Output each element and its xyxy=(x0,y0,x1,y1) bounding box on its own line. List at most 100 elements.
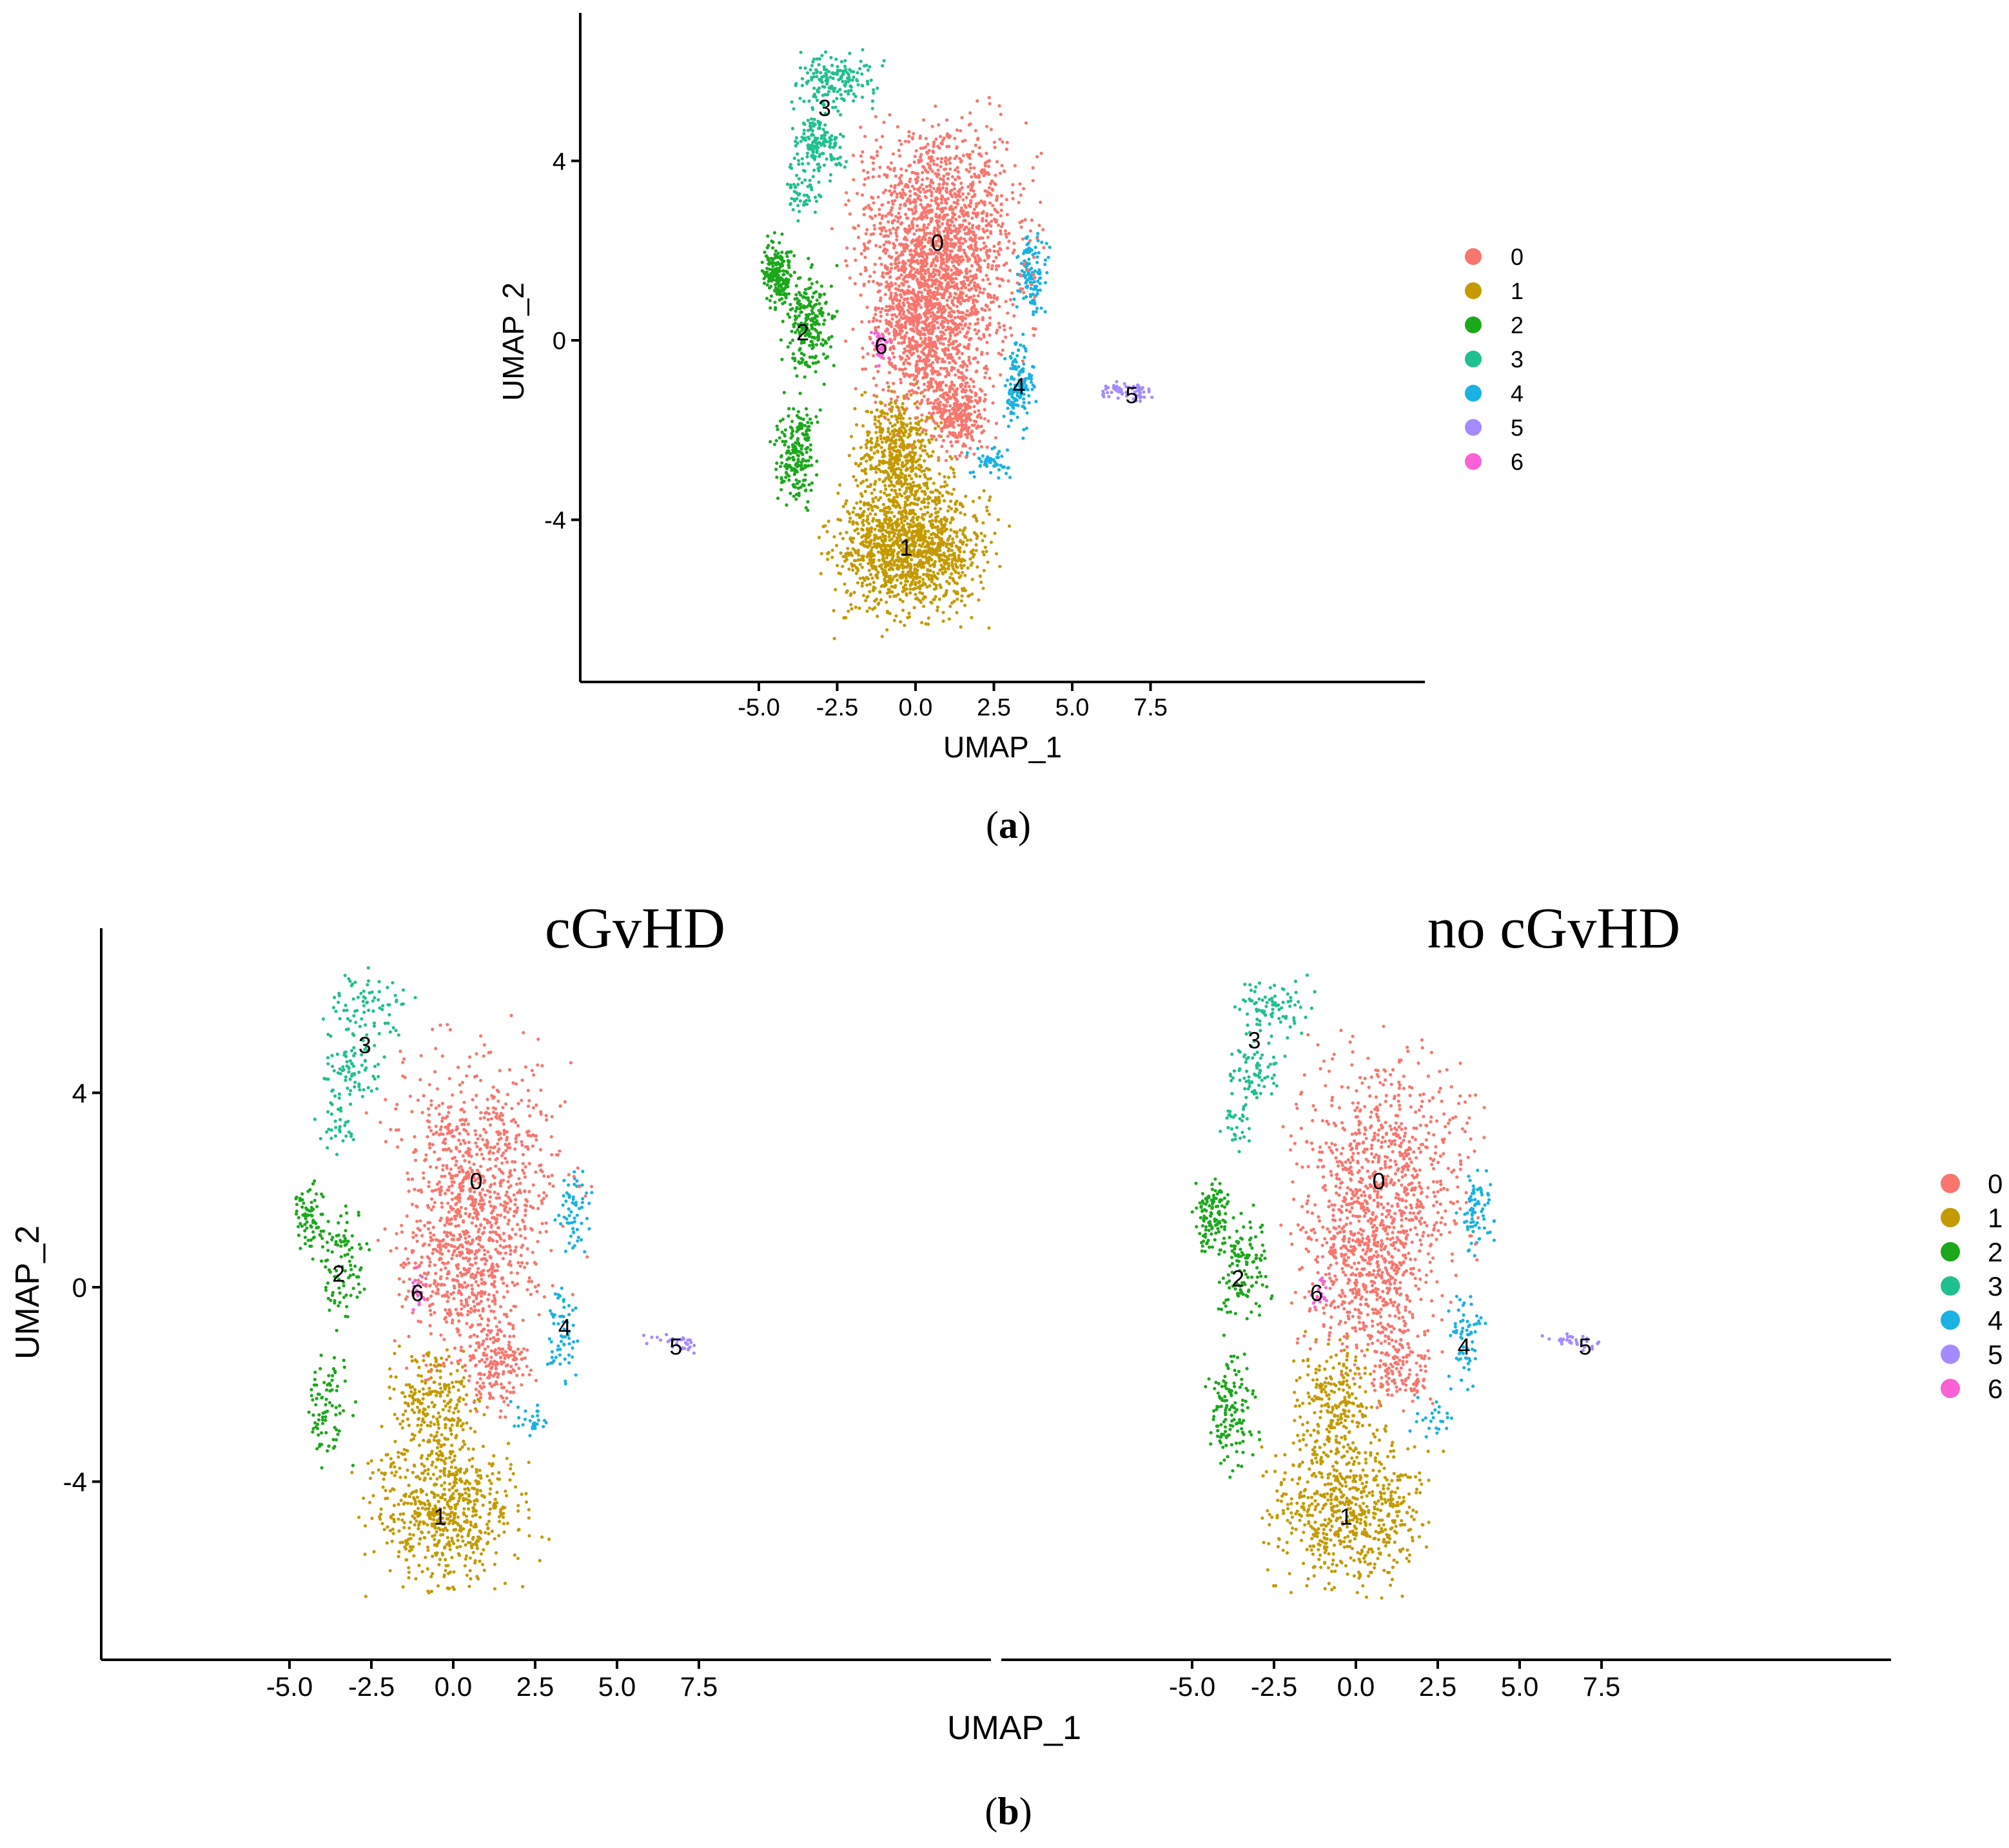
cluster-label-5: 5 xyxy=(669,1333,682,1359)
cluster-label-2: 2 xyxy=(1231,1265,1244,1292)
panel-a-caption-letter: a xyxy=(999,804,1018,846)
cluster-1-points xyxy=(1260,1330,1446,1600)
legend-swatch-1 xyxy=(1465,282,1482,299)
cluster-label-6: 6 xyxy=(411,1280,424,1307)
cluster-4-points xyxy=(509,1169,594,1437)
panel-b-cgvhd-title: cGvHD xyxy=(545,897,725,960)
legend-swatch-3 xyxy=(1941,1276,1960,1296)
panel-b-cgvhd-x-ticks: -5.0 -2.5 0.0 2.5 5.0 7.5 xyxy=(266,1660,718,1702)
panel-a-y-axis-title: UMAP_2 xyxy=(496,282,530,401)
cluster-2-points xyxy=(294,1179,371,1470)
legend-label-2: 2 xyxy=(1511,312,1524,338)
legend-swatch-0 xyxy=(1941,1174,1960,1193)
legend-swatch-5 xyxy=(1465,419,1482,436)
legend-swatch-0 xyxy=(1465,248,1482,265)
cluster-label-0: 0 xyxy=(470,1168,483,1194)
cluster-1-point-cloud xyxy=(817,382,1012,641)
cluster-1-points xyxy=(350,1344,551,1599)
x-tick-label: -5.0 xyxy=(266,1671,313,1702)
cluster-2-point-cloud xyxy=(294,1179,371,1470)
legend-label-4: 4 xyxy=(1511,380,1524,407)
panel-b-no-cgvhd-points xyxy=(1190,973,1601,1600)
x-tick-label: 7.5 xyxy=(680,1671,718,1702)
cluster-label-2: 2 xyxy=(332,1260,345,1287)
cluster-label-1: 1 xyxy=(434,1503,447,1530)
panel-b-x-axis-title: UMAP_1 xyxy=(947,1709,1081,1747)
cluster-4-point-cloud xyxy=(965,231,1052,480)
panel-b-caption-letter: b xyxy=(997,1790,1019,1833)
cluster-5-point-cloud xyxy=(642,1332,696,1355)
legend-label-2: 2 xyxy=(1988,1237,2003,1267)
panel-b-cgvhd-points xyxy=(294,966,696,1599)
legend-swatch-5 xyxy=(1941,1345,1960,1364)
cluster-6-points xyxy=(869,329,892,368)
cluster-5-points xyxy=(642,1332,696,1355)
cluster-6-points xyxy=(411,1265,428,1312)
x-tick-label: 5.0 xyxy=(1055,694,1090,721)
panel-a-x-axis-title: UMAP_1 xyxy=(943,730,1062,764)
panel-a-cluster-labels: 0 1 2 3 4 5 6 xyxy=(796,95,1138,561)
y-tick-label: 0 xyxy=(72,1272,87,1303)
legend-label-4: 4 xyxy=(1988,1305,2003,1336)
y-tick-label: 4 xyxy=(72,1078,87,1109)
legend-label-0: 0 xyxy=(1511,244,1524,270)
x-tick-label: 2.5 xyxy=(516,1671,554,1702)
cluster-0-points xyxy=(1279,1024,1486,1413)
panel-b-cgvhd-cluster-labels: 0 1 2 3 4 5 6 xyxy=(332,1032,682,1530)
cluster-label-5: 5 xyxy=(1579,1333,1592,1359)
y-tick-label: 4 xyxy=(553,148,566,175)
legend-swatch-6 xyxy=(1465,453,1482,470)
cluster-0-points xyxy=(830,95,1046,462)
y-tick-label: -4 xyxy=(63,1467,87,1497)
legend-label-6: 6 xyxy=(1988,1374,2003,1404)
panel-b-no-cgvhd-title: no cGvHD xyxy=(1427,897,1680,960)
cluster-5-point-cloud xyxy=(1101,380,1154,403)
cluster-label-4: 4 xyxy=(558,1314,571,1340)
legend-label-5: 5 xyxy=(1988,1339,2003,1370)
cluster-3-points xyxy=(1219,973,1317,1154)
cluster-label-6: 6 xyxy=(875,333,888,359)
cluster-5-points xyxy=(1540,1332,1601,1352)
cluster-label-2: 2 xyxy=(796,319,809,345)
cluster-label-4: 4 xyxy=(1458,1333,1471,1359)
x-tick-label: 2.5 xyxy=(977,694,1011,721)
panel-a-caption: (a) xyxy=(986,804,1031,846)
x-tick-label: -2.5 xyxy=(1251,1671,1297,1702)
cluster-1-point-cloud xyxy=(1260,1330,1446,1600)
x-tick-label: 0.0 xyxy=(1337,1671,1375,1702)
cluster-label-1: 1 xyxy=(1340,1503,1353,1530)
cluster-4-point-cloud xyxy=(1408,1168,1496,1439)
panel-b-caption: (b) xyxy=(985,1790,1032,1833)
panel-b-cgvhd-y-ticks: -4 0 4 xyxy=(63,1078,101,1497)
cluster-4-points xyxy=(1408,1168,1496,1439)
cluster-6-point-cloud xyxy=(869,329,892,368)
cluster-4-points xyxy=(965,231,1052,480)
x-tick-label: 7.5 xyxy=(1583,1671,1620,1702)
legend-label-3: 3 xyxy=(1988,1271,2003,1301)
cluster-label-1: 1 xyxy=(899,534,912,561)
legend-swatch-2 xyxy=(1465,316,1482,333)
panel-a: 0 1 2 3 4 5 6 -5.0 -2.5 0.0 2.5 5.0 7.5 -4 0 4 UMAP_1… xyxy=(0,0,2009,864)
cluster-1-point-cloud xyxy=(350,1344,551,1599)
cluster-6-point-cloud xyxy=(1309,1276,1329,1309)
x-tick-label: -2.5 xyxy=(816,694,858,721)
y-tick-label: -4 xyxy=(544,507,566,534)
legend-label-6: 6 xyxy=(1511,449,1524,475)
panel-a-legend: 0 1 2 3 4 5 6 xyxy=(1465,244,1524,475)
cluster-6-point-cloud xyxy=(411,1265,428,1312)
panel-b-no-cgvhd-cluster-labels: 0 1 2 3 4 5 6 xyxy=(1231,1027,1592,1530)
x-tick-label: 7.5 xyxy=(1133,694,1168,721)
cluster-label-3: 3 xyxy=(1248,1027,1261,1053)
panel-a-points xyxy=(760,48,1154,641)
x-tick-label: -5.0 xyxy=(1169,1671,1215,1702)
cluster-2-point-cloud xyxy=(1190,1177,1274,1479)
y-tick-label: 0 xyxy=(553,328,566,355)
cluster-2-points xyxy=(1190,1177,1274,1479)
cluster-2-point-cloud xyxy=(760,231,839,512)
cluster-5-point-cloud xyxy=(1540,1332,1601,1352)
cluster-3-points xyxy=(313,966,417,1156)
cluster-label-5: 5 xyxy=(1125,382,1138,409)
cluster-0-point-cloud xyxy=(1279,1024,1486,1413)
